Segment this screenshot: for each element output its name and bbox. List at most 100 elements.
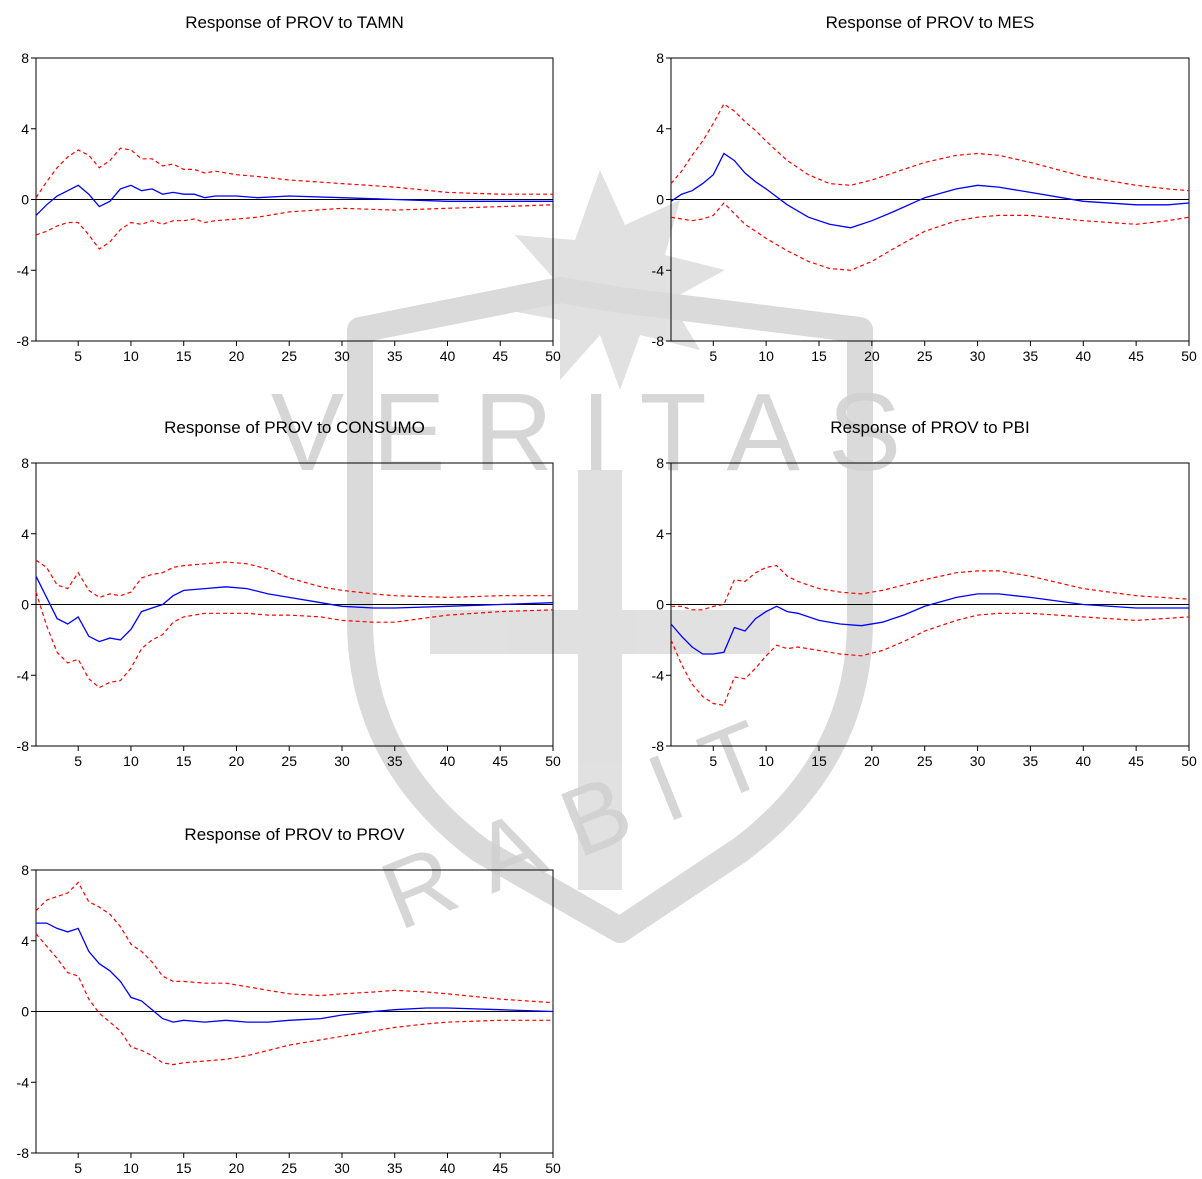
x-tick-label: 10 (123, 348, 139, 364)
x-tick-label: 5 (709, 753, 717, 769)
x-tick-label: 40 (440, 753, 456, 769)
lower-band-line (35, 204, 554, 250)
x-tick-label: 20 (229, 1160, 245, 1176)
y-tick-label: 0 (21, 192, 29, 208)
x-tick-label: 25 (281, 348, 297, 364)
x-tick-label: 50 (545, 348, 561, 364)
x-tick-label: 25 (917, 753, 933, 769)
x-tick-label: 15 (811, 348, 827, 364)
x-tick-label: 30 (334, 348, 350, 364)
y-tick-label: -4 (652, 262, 665, 278)
chart-title: Response of PROV to TAMN (185, 13, 404, 32)
upper-band-line (35, 147, 553, 199)
x-tick-label: 40 (1075, 348, 1091, 364)
x-tick-label: 35 (1023, 753, 1039, 769)
x-tick-label: 25 (281, 753, 297, 769)
y-tick-label: -8 (652, 333, 665, 349)
x-tick-label: 10 (758, 348, 774, 364)
x-tick-label: 20 (864, 348, 880, 364)
y-tick-label: -4 (17, 262, 30, 278)
watermark-star-emblem (505, 170, 725, 390)
y-tick-label: 0 (21, 597, 29, 613)
y-tick-label: 0 (21, 1004, 29, 1020)
chart-panel-4: Response of PROV to PBI -8 -4 0 4 8 5 10 15 20 25 3… (652, 418, 1197, 769)
y-tick-label: 8 (21, 862, 29, 878)
x-tick-label: 50 (1181, 348, 1197, 364)
x-tick-label: 35 (387, 1160, 403, 1176)
x-tick-label: 30 (970, 753, 986, 769)
x-tick-label: 5 (74, 1160, 82, 1176)
chart-panel-1: Response of PROV to TAMN -8 -4 0 4 8 5 10 15 20 25… (17, 13, 561, 364)
x-tick-label: 20 (864, 753, 880, 769)
chart-panel-5: Response of PROV to PROV -8 -4 0 4 8 5 10 15 20 25… (17, 825, 561, 1176)
watermark-cross-horizontal (430, 610, 770, 654)
lower-band-line (35, 591, 554, 689)
y-tick-label: 4 (21, 121, 29, 137)
chart-panel-3: Response of PROV to CONSUMO -8 -4 0 4 8 5 10 15 2… (17, 418, 561, 769)
x-tick-label: 15 (176, 1160, 192, 1176)
response-line (35, 575, 554, 643)
upper-band-line (35, 559, 553, 599)
y-tick-label: -8 (652, 738, 665, 754)
y-tick-label: -4 (652, 667, 665, 683)
upper-band-line (670, 103, 1190, 192)
upper-band-line (35, 881, 554, 1004)
watermark-shield-outline (347, 277, 873, 943)
x-tick-label: 15 (811, 753, 827, 769)
x-tick-label: 45 (1128, 753, 1144, 769)
x-tick-label: 45 (1128, 348, 1144, 364)
x-tick-label: 5 (74, 753, 82, 769)
response-line (670, 152, 1190, 229)
lower-band-line (670, 202, 1190, 271)
y-tick-label: 0 (656, 597, 664, 613)
y-tick-label: -8 (17, 738, 30, 754)
response-line (36, 922, 554, 1023)
chart-panel-2: Response of PROV to MES -8 -4 0 4 8 5 10 15 20 25 3… (652, 13, 1197, 364)
y-tick-label: -8 (17, 1145, 30, 1161)
y-tick-label: 8 (21, 455, 29, 471)
lower-band-line (35, 933, 553, 1066)
x-tick-label: 50 (1181, 753, 1197, 769)
x-tick-label: 30 (334, 1160, 350, 1176)
chart-title: Response of PROV to MES (826, 13, 1035, 32)
y-tick-label: -8 (17, 333, 30, 349)
x-tick-label: 35 (387, 753, 403, 769)
chart-title: Response of PROV to CONSUMO (164, 418, 425, 437)
y-tick-label: -4 (17, 1074, 30, 1090)
y-tick-label: 4 (656, 121, 664, 137)
x-tick-label: 10 (123, 753, 139, 769)
y-tick-label: 4 (21, 933, 29, 949)
y-tick-label: 4 (656, 526, 664, 542)
x-tick-label: 45 (492, 348, 508, 364)
y-tick-label: 8 (656, 50, 664, 66)
y-tick-label: 8 (21, 50, 29, 66)
x-tick-label: 40 (1075, 753, 1091, 769)
y-tick-label: 4 (21, 526, 29, 542)
x-tick-label: 20 (229, 753, 245, 769)
x-tick-label: 35 (1023, 348, 1039, 364)
x-tick-label: 20 (229, 348, 245, 364)
y-tick-label: -4 (17, 667, 30, 683)
watermark-cross-vertical (578, 470, 622, 890)
x-tick-label: 50 (545, 1160, 561, 1176)
y-tick-label: 0 (656, 192, 664, 208)
x-tick-label: 25 (281, 1160, 297, 1176)
x-tick-label: 15 (176, 348, 192, 364)
x-tick-label: 35 (387, 348, 403, 364)
chart-title: Response of PROV to PBI (830, 418, 1029, 437)
x-tick-label: 50 (545, 753, 561, 769)
x-tick-label: 10 (758, 753, 774, 769)
x-tick-label: 40 (440, 348, 456, 364)
response-line (670, 593, 1189, 655)
x-tick-label: 45 (492, 753, 508, 769)
response-line (35, 184, 553, 216)
x-tick-label: 10 (123, 1160, 139, 1176)
x-tick-label: 5 (74, 348, 82, 364)
x-tick-label: 15 (176, 753, 192, 769)
x-tick-label: 30 (334, 753, 350, 769)
x-tick-label: 40 (440, 1160, 456, 1176)
lower-band-line (670, 612, 1190, 706)
x-tick-label: 45 (492, 1160, 508, 1176)
